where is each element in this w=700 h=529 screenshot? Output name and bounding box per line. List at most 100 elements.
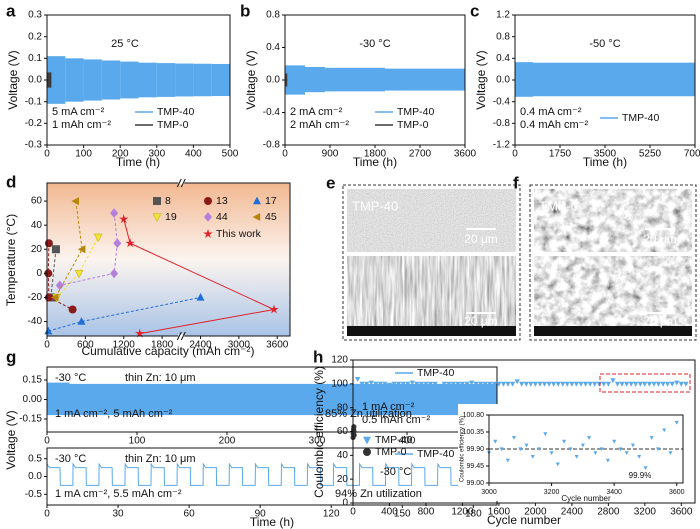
x-tick-label: 0	[44, 340, 50, 351]
y-tick-label: 0.0	[28, 471, 42, 482]
sem-panel-e: e TMP-40 20 μm 20 μm	[326, 173, 521, 341]
y-axis-label: Coulombic efficiency (%)	[460, 416, 466, 482]
x-tick-label: 800	[418, 507, 435, 518]
x-tick-label: 30	[112, 509, 124, 520]
annotation: 99.9%	[629, 471, 652, 480]
chart-panel: 0 900 1800 2700 3600 -0.8 -0.4 0.0 0.4 0.8 Time (h…	[240, 1, 477, 169]
x-tick-label: 3000	[228, 340, 251, 351]
panel-border	[529, 184, 697, 341]
voltage-band	[48, 72, 50, 88]
x-tick-label: 3000	[481, 489, 497, 496]
x-tick-label: 3400	[606, 489, 622, 496]
data-point	[382, 381, 388, 387]
data-point	[110, 268, 119, 279]
voltage-band	[114, 383, 137, 416]
chart-panel: 0 1750 3500 5250 7000 -1.2 -0.8 -0.4 0.0 0.4 0.8 1.…	[470, 1, 700, 169]
voltage-band	[605, 62, 623, 97]
data-point	[373, 381, 379, 387]
y-tick-label: 120	[331, 355, 348, 366]
data-point	[678, 381, 684, 387]
voltage-band	[285, 73, 287, 87]
data-point	[464, 381, 470, 387]
chart-panel: 3000 3200 3400 3600 99.00 99.45 99.90 100.35 100…	[458, 404, 691, 503]
scale-label: 20 μm	[643, 314, 677, 328]
voltage-band	[384, 383, 407, 416]
data-point	[541, 381, 548, 387]
data-point	[532, 381, 538, 387]
image-label: TMP-0	[539, 198, 578, 213]
y-tick-label: 20	[31, 244, 43, 255]
data-point	[437, 384, 443, 390]
data-point	[555, 462, 560, 467]
data-point	[414, 381, 420, 387]
data-point	[562, 439, 567, 444]
voltage-band	[317, 383, 340, 416]
data-point	[674, 380, 680, 386]
data-point	[409, 380, 415, 386]
voltage-band	[339, 383, 362, 416]
voltage-band	[325, 67, 345, 92]
annotation: 25 °C	[111, 38, 139, 50]
voltage-band	[362, 383, 385, 416]
data-point	[560, 381, 566, 387]
data-point	[113, 238, 122, 248]
annotation: -30 °C	[380, 466, 411, 478]
legend-marker	[253, 196, 261, 205]
connector-line	[123, 219, 276, 335]
annotation: 1 mAh cm⁻²	[52, 119, 111, 131]
data-point	[500, 381, 507, 387]
x-tick-label: 1800	[151, 340, 174, 351]
data-point	[269, 304, 279, 314]
data-point	[455, 381, 461, 387]
y-axis-label: Voltage (V)	[474, 50, 488, 109]
data-point	[662, 428, 667, 433]
legend-marker	[252, 213, 261, 221]
data-point	[624, 381, 630, 387]
data-point	[637, 381, 643, 387]
data-point	[633, 381, 639, 387]
voltage-band	[69, 383, 92, 416]
data-point	[624, 451, 629, 455]
legend-label: TMP-0	[157, 119, 189, 131]
data-point	[510, 381, 516, 387]
x-tick-label: 0	[282, 149, 288, 160]
panel-border	[342, 184, 521, 341]
axis-break-gap	[178, 334, 185, 338]
voltage-band	[47, 56, 66, 104]
voltage-band	[286, 73, 288, 87]
legend-label: TMP-40	[417, 367, 455, 379]
highlight-box	[599, 373, 691, 393]
data-point	[580, 443, 585, 448]
voltage-band	[294, 383, 317, 416]
y-tick-label: 40	[337, 450, 349, 461]
y-tick-label: -20	[28, 292, 43, 303]
voltage-band	[193, 63, 212, 97]
data-point	[77, 317, 86, 325]
annotation: -50 °C	[589, 38, 620, 50]
data-point	[446, 381, 452, 387]
data-point	[642, 381, 648, 387]
voltage-band	[551, 62, 569, 97]
y-tick-label: 0.3	[28, 10, 42, 21]
y-tick-label: -0.2	[25, 118, 43, 129]
voltage-band	[385, 68, 405, 91]
x-axis-label: Time (h)	[116, 155, 160, 169]
sem-image-top	[534, 189, 692, 252]
voltage-band	[92, 383, 115, 416]
annotation: 2 mAh cm⁻²	[290, 119, 349, 131]
data-point	[599, 447, 604, 452]
data-point	[135, 328, 145, 338]
data-point	[496, 381, 502, 387]
substrate	[347, 326, 516, 336]
panel-letter: f	[513, 173, 519, 192]
x-axis-label: Cumulative capacity (mAh cm⁻²)	[81, 344, 254, 358]
legend-label: 8	[165, 195, 171, 207]
voltage-band	[211, 63, 230, 97]
x-tick-label: 0	[44, 436, 50, 447]
x-tick-label: 900	[322, 149, 339, 160]
annotation: thin Zn: 10 μm	[125, 453, 196, 465]
data-point	[619, 381, 625, 387]
voltage-band	[65, 58, 84, 102]
